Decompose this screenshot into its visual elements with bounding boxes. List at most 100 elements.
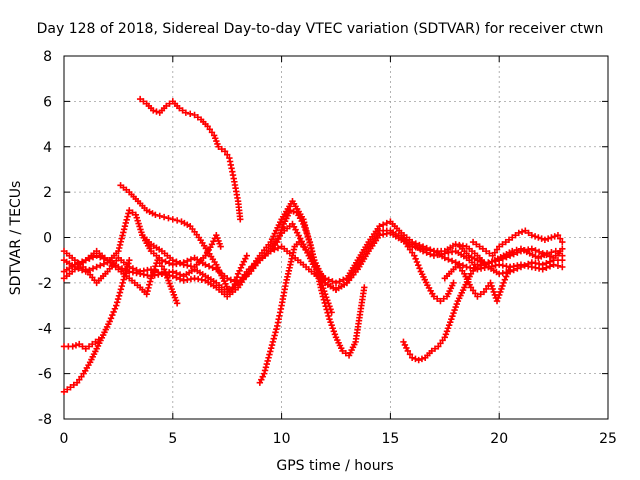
data-point: [442, 331, 450, 338]
data-point: [160, 213, 168, 221]
data-point: [474, 293, 481, 300]
data-point: [187, 110, 194, 118]
data-point: [267, 345, 275, 352]
data-point: [70, 381, 77, 389]
data-point: [332, 279, 340, 287]
y-tick-label: 2: [43, 185, 52, 201]
data-point: [451, 306, 458, 314]
y-tick-label: 4: [43, 140, 52, 156]
data-point: [117, 238, 125, 245]
data-point: [126, 256, 133, 264]
data-point: [323, 306, 330, 313]
data-point: [504, 270, 511, 277]
data-point: [143, 291, 150, 298]
x-tick-label: 0: [60, 431, 69, 447]
data-point: [179, 107, 186, 114]
series-arc15: [469, 227, 566, 259]
data-point: [497, 288, 504, 296]
data-point: [231, 280, 239, 288]
y-tick-label: -6: [38, 367, 52, 383]
data-point: [496, 243, 503, 250]
data-point: [118, 282, 126, 290]
y-tick-labels: -8 -6 -4 -2 0 2 4 6 8: [38, 49, 52, 428]
data-point: [169, 256, 176, 264]
data-point: [122, 269, 129, 277]
data-point: [531, 233, 539, 240]
data-point: [89, 340, 96, 348]
data-point: [123, 266, 130, 274]
data-point: [559, 245, 566, 253]
data-point: [287, 207, 294, 214]
data-point: [148, 272, 156, 279]
data-point: [125, 260, 132, 267]
data-point: [120, 226, 128, 233]
data-point: [119, 232, 126, 239]
data-series: [60, 95, 566, 395]
x-tick-label: 20: [490, 431, 508, 447]
data-point: [329, 278, 336, 285]
data-point: [182, 109, 190, 116]
data-point: [302, 226, 309, 234]
data-point: [205, 263, 213, 270]
data-point: [79, 343, 86, 350]
data-point: [64, 386, 71, 393]
data-point: [278, 226, 285, 234]
data-point: [449, 312, 456, 320]
series-arc13: [398, 232, 457, 305]
x-tick-label: 25: [599, 431, 617, 447]
data-point: [124, 263, 131, 270]
data-point: [488, 282, 495, 290]
data-point: [329, 325, 336, 332]
data-point: [544, 235, 552, 242]
data-point: [116, 241, 124, 249]
data-point: [479, 245, 487, 253]
data-point: [136, 95, 144, 103]
data-point: [515, 229, 522, 237]
data-point: [450, 309, 457, 317]
chart-title: Day 128 of 2018, Sidereal Day-to-day VTE…: [37, 21, 604, 37]
data-point: [445, 322, 453, 329]
data-point: [448, 315, 455, 323]
data-point: [406, 351, 414, 358]
data-point: [500, 279, 507, 287]
data-point: [264, 357, 271, 365]
data-point: [499, 282, 506, 290]
data-point: [140, 98, 147, 105]
data-point: [125, 210, 132, 217]
data-point: [276, 232, 283, 240]
data-point: [428, 347, 435, 355]
data-point: [165, 215, 172, 222]
data-point: [506, 263, 514, 271]
data-point: [266, 351, 273, 358]
data-point: [237, 216, 244, 223]
data-point: [261, 367, 269, 374]
data-point: [453, 300, 460, 308]
data-point: [146, 281, 153, 288]
data-point: [265, 354, 272, 361]
data-point: [404, 347, 412, 355]
y-axis-label: SDTVAR / TECUs: [8, 181, 24, 296]
data-point: [340, 276, 347, 284]
data-point: [176, 271, 184, 278]
data-point: [505, 266, 512, 274]
data-point: [501, 276, 509, 283]
data-point: [546, 263, 554, 270]
data-point: [233, 274, 241, 281]
data-point: [408, 354, 416, 361]
data-point: [232, 277, 240, 284]
series-arc4: [60, 247, 181, 307]
data-point: [326, 315, 333, 323]
data-point: [383, 219, 390, 227]
data-point: [109, 311, 116, 319]
data-point: [120, 276, 127, 283]
data-point: [191, 111, 198, 119]
data-point: [129, 265, 137, 272]
data-point: [117, 286, 125, 293]
data-point: [217, 243, 224, 250]
data-point: [115, 292, 123, 300]
data-point: [538, 235, 545, 242]
data-point: [555, 250, 563, 257]
data-point: [166, 100, 173, 107]
data-point: [110, 308, 117, 316]
